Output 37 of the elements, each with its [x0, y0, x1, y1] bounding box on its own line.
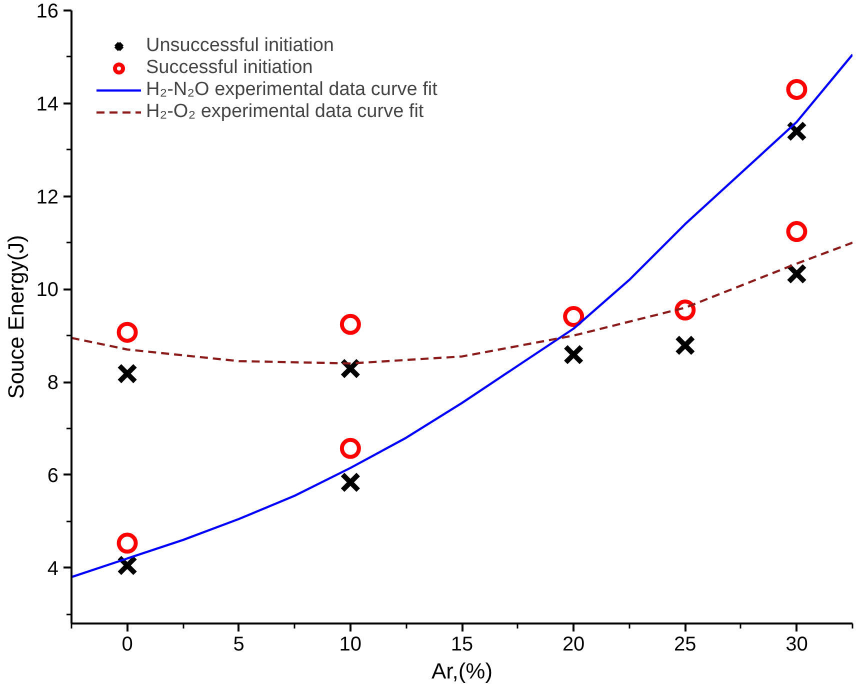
line-series	[72, 242, 852, 365]
y-tick-label: 12	[36, 186, 59, 208]
point	[340, 358, 361, 379]
legend-label: Unsuccessful initiation	[146, 35, 334, 57]
point	[786, 221, 808, 242]
y-tick-label: 4	[47, 558, 58, 580]
point	[340, 472, 361, 493]
y-tick-label: 8	[47, 372, 58, 394]
point	[117, 363, 138, 384]
x-tick-label: 20	[562, 634, 585, 656]
x-tick-label: 30	[786, 634, 808, 656]
point	[116, 532, 138, 554]
x-tick-label: 25	[674, 634, 696, 656]
legend-label: Successful initiation	[146, 57, 313, 79]
y-tick-label: 10	[36, 279, 59, 302]
point	[340, 438, 361, 459]
point	[563, 306, 584, 328]
x-tick-label: 10	[339, 634, 362, 656]
y-tick-label: 16	[36, 0, 59, 22]
legend-label: H₂-O₂ experimental data curve fit	[146, 101, 424, 123]
line-series	[72, 54, 852, 578]
x-tick-label: 15	[450, 634, 474, 656]
point	[674, 300, 696, 321]
point	[674, 335, 696, 356]
point	[116, 322, 138, 343]
y-tick-label: 14	[36, 93, 59, 116]
point	[786, 264, 807, 284]
point	[340, 314, 361, 335]
x-tick-label: 5	[233, 634, 244, 656]
y-axis-title: Souce Energy(J)	[3, 235, 28, 399]
point	[786, 120, 807, 142]
legend-label: H₂-N₂O experimental data curve fit	[146, 79, 438, 101]
x-tick-label: 0	[122, 634, 133, 656]
point	[563, 344, 584, 365]
point	[786, 78, 808, 100]
y-tick-label: 6	[47, 464, 58, 487]
x-axis-title: Ar,(%)	[431, 658, 493, 684]
